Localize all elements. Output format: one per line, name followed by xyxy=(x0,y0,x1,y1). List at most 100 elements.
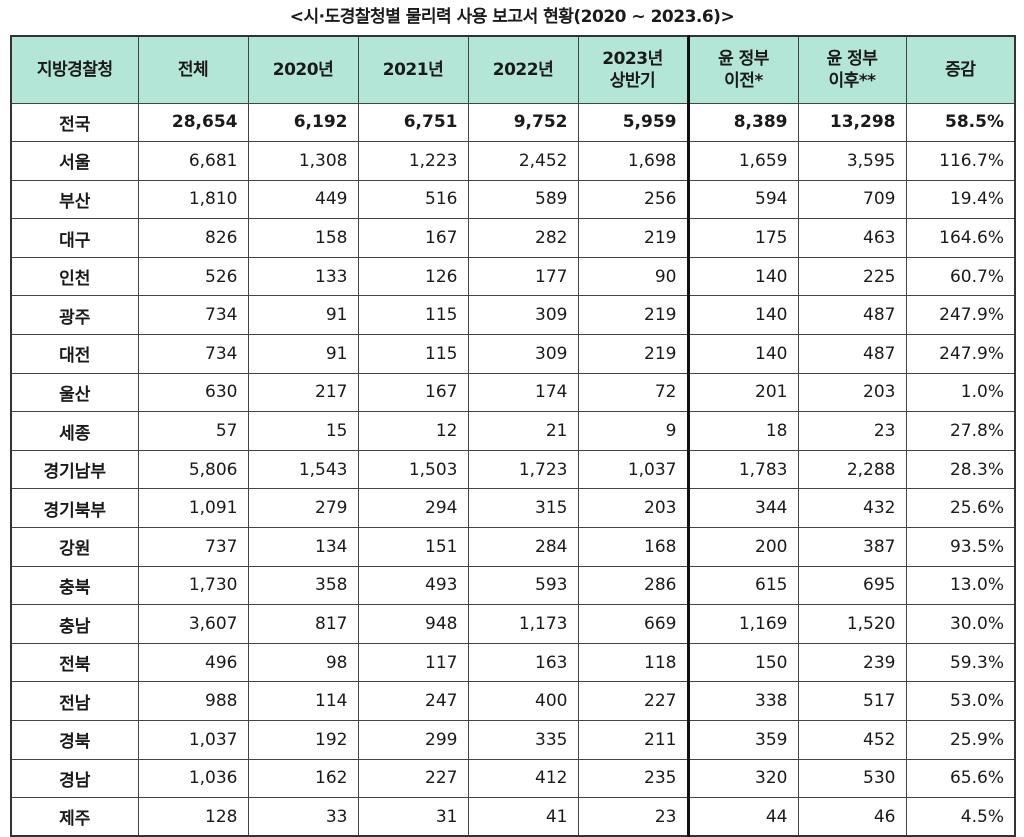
value-cell: 98 xyxy=(247,642,359,683)
value-cell: 177 xyxy=(467,256,579,297)
value-cell: 432 xyxy=(797,488,907,529)
value-cell: 53.0% xyxy=(905,681,1016,721)
table-row: 경북 1,037 192 299 335 211 359 452 25.9% xyxy=(10,720,1016,760)
table-row: 대전 734 91 115 309 219 140 487 247.9% xyxy=(10,334,1016,374)
column-header-line1: 2020년 xyxy=(272,59,334,80)
value-cell: 133 xyxy=(247,256,359,297)
value-cell: 28.3% xyxy=(905,449,1016,490)
value-cell: 58.5% xyxy=(905,102,1016,143)
value-cell: 116.7% xyxy=(905,141,1016,181)
value-cell: 115 xyxy=(357,295,469,336)
value-cell: 1,698 xyxy=(577,141,689,181)
value-cell: 630 xyxy=(137,372,249,413)
value-cell: 25.6% xyxy=(905,488,1016,529)
value-cell: 487 xyxy=(797,295,907,336)
value-cell: 826 xyxy=(137,218,249,258)
value-cell: 6,192 xyxy=(247,102,359,143)
value-cell: 235 xyxy=(577,758,689,799)
value-cell: 320 xyxy=(686,758,799,799)
value-cell: 338 xyxy=(686,681,799,721)
value-cell: 211 xyxy=(577,720,689,760)
value-cell: 487 xyxy=(797,334,907,374)
value-cell: 200 xyxy=(686,527,799,567)
table-row: 인천 526 133 126 177 90 140 225 60.7% xyxy=(10,256,1016,297)
value-cell: 247.9% xyxy=(905,334,1016,374)
value-cell: 31 xyxy=(357,797,469,837)
value-cell: 358 xyxy=(247,565,359,606)
value-cell: 227 xyxy=(577,681,689,721)
value-cell: 219 xyxy=(577,334,689,374)
value-cell: 72 xyxy=(577,372,689,413)
value-cell: 5,806 xyxy=(137,449,249,490)
column-header: 윤 정부 이전* xyxy=(686,35,799,104)
region-cell: 제주 xyxy=(10,797,139,837)
value-cell: 28,654 xyxy=(137,102,249,143)
value-cell: 294 xyxy=(357,488,469,529)
region-cell: 경기남부 xyxy=(10,449,139,490)
total-row: 전국 28,654 6,192 6,751 9,752 5,959 8,389 13,298 5… xyxy=(10,102,1016,143)
table-row: 전북 496 98 117 163 118 150 239 59.3% xyxy=(10,642,1016,683)
value-cell: 219 xyxy=(577,218,689,258)
value-cell: 1,503 xyxy=(357,449,469,490)
value-cell: 8,389 xyxy=(686,102,799,143)
value-cell: 59.3% xyxy=(905,642,1016,683)
value-cell: 1,223 xyxy=(357,141,469,181)
region-cell: 세종 xyxy=(10,411,139,451)
value-cell: 44 xyxy=(686,797,799,837)
value-cell: 1,723 xyxy=(467,449,579,490)
value-cell: 412 xyxy=(467,758,579,799)
value-cell: 227 xyxy=(357,758,469,799)
table-row: 전남 988 114 247 400 227 338 517 53.0% xyxy=(10,681,1016,721)
value-cell: 6,751 xyxy=(357,102,469,143)
value-cell: 158 xyxy=(247,218,359,258)
column-header: 2020년 xyxy=(247,35,359,104)
value-cell: 1,037 xyxy=(577,449,689,490)
value-cell: 114 xyxy=(247,681,359,721)
value-cell: 90 xyxy=(577,256,689,297)
value-cell: 23 xyxy=(797,411,907,451)
value-cell: 530 xyxy=(797,758,907,799)
column-header: 2021년 xyxy=(357,35,469,104)
value-cell: 309 xyxy=(467,334,579,374)
table-row: 제주 128 33 31 41 23 44 46 4.5% xyxy=(10,797,1016,837)
value-cell: 93.5% xyxy=(905,527,1016,567)
value-cell: 4.5% xyxy=(905,797,1016,837)
column-header-line1: 증감 xyxy=(945,59,976,80)
value-cell: 1,036 xyxy=(137,758,249,799)
value-cell: 33 xyxy=(247,797,359,837)
value-cell: 128 xyxy=(137,797,249,837)
value-cell: 344 xyxy=(686,488,799,529)
column-header: 증감 xyxy=(905,35,1016,104)
table-row: 경기북부 1,091 279 294 315 203 344 432 25.6% xyxy=(10,488,1016,529)
value-cell: 65.6% xyxy=(905,758,1016,799)
table-row: 부산 1,810 449 516 589 256 594 709 19.4% xyxy=(10,179,1016,220)
value-cell: 279 xyxy=(247,488,359,529)
value-cell: 140 xyxy=(686,334,799,374)
value-cell: 594 xyxy=(686,179,799,220)
value-cell: 1,730 xyxy=(137,565,249,606)
value-cell: 284 xyxy=(467,527,579,567)
value-cell: 299 xyxy=(357,720,469,760)
value-cell: 217 xyxy=(247,372,359,413)
value-cell: 1.0% xyxy=(905,372,1016,413)
value-cell: 118 xyxy=(577,642,689,683)
table-row: 충남 3,607 817 948 1,173 669 1,169 1,520 30.0% xyxy=(10,604,1016,644)
value-cell: 140 xyxy=(686,295,799,336)
value-cell: 46 xyxy=(797,797,907,837)
value-cell: 359 xyxy=(686,720,799,760)
region-cell: 인천 xyxy=(10,256,139,297)
value-cell: 13.0% xyxy=(905,565,1016,606)
value-cell: 192 xyxy=(247,720,359,760)
value-cell: 201 xyxy=(686,372,799,413)
value-cell: 91 xyxy=(247,334,359,374)
value-cell: 1,810 xyxy=(137,179,249,220)
value-cell: 15 xyxy=(247,411,359,451)
value-cell: 19.4% xyxy=(905,179,1016,220)
column-header-line1: 2023년 xyxy=(602,48,663,69)
table-row: 서울 6,681 1,308 1,223 2,452 1,698 1,659 3,595 116… xyxy=(10,141,1016,181)
table-row: 대구 826 158 167 282 219 175 463 164.6% xyxy=(10,218,1016,258)
column-header: 지방경찰청 xyxy=(10,35,139,104)
value-cell: 117 xyxy=(357,642,469,683)
value-cell: 12 xyxy=(357,411,469,451)
value-cell: 589 xyxy=(467,179,579,220)
